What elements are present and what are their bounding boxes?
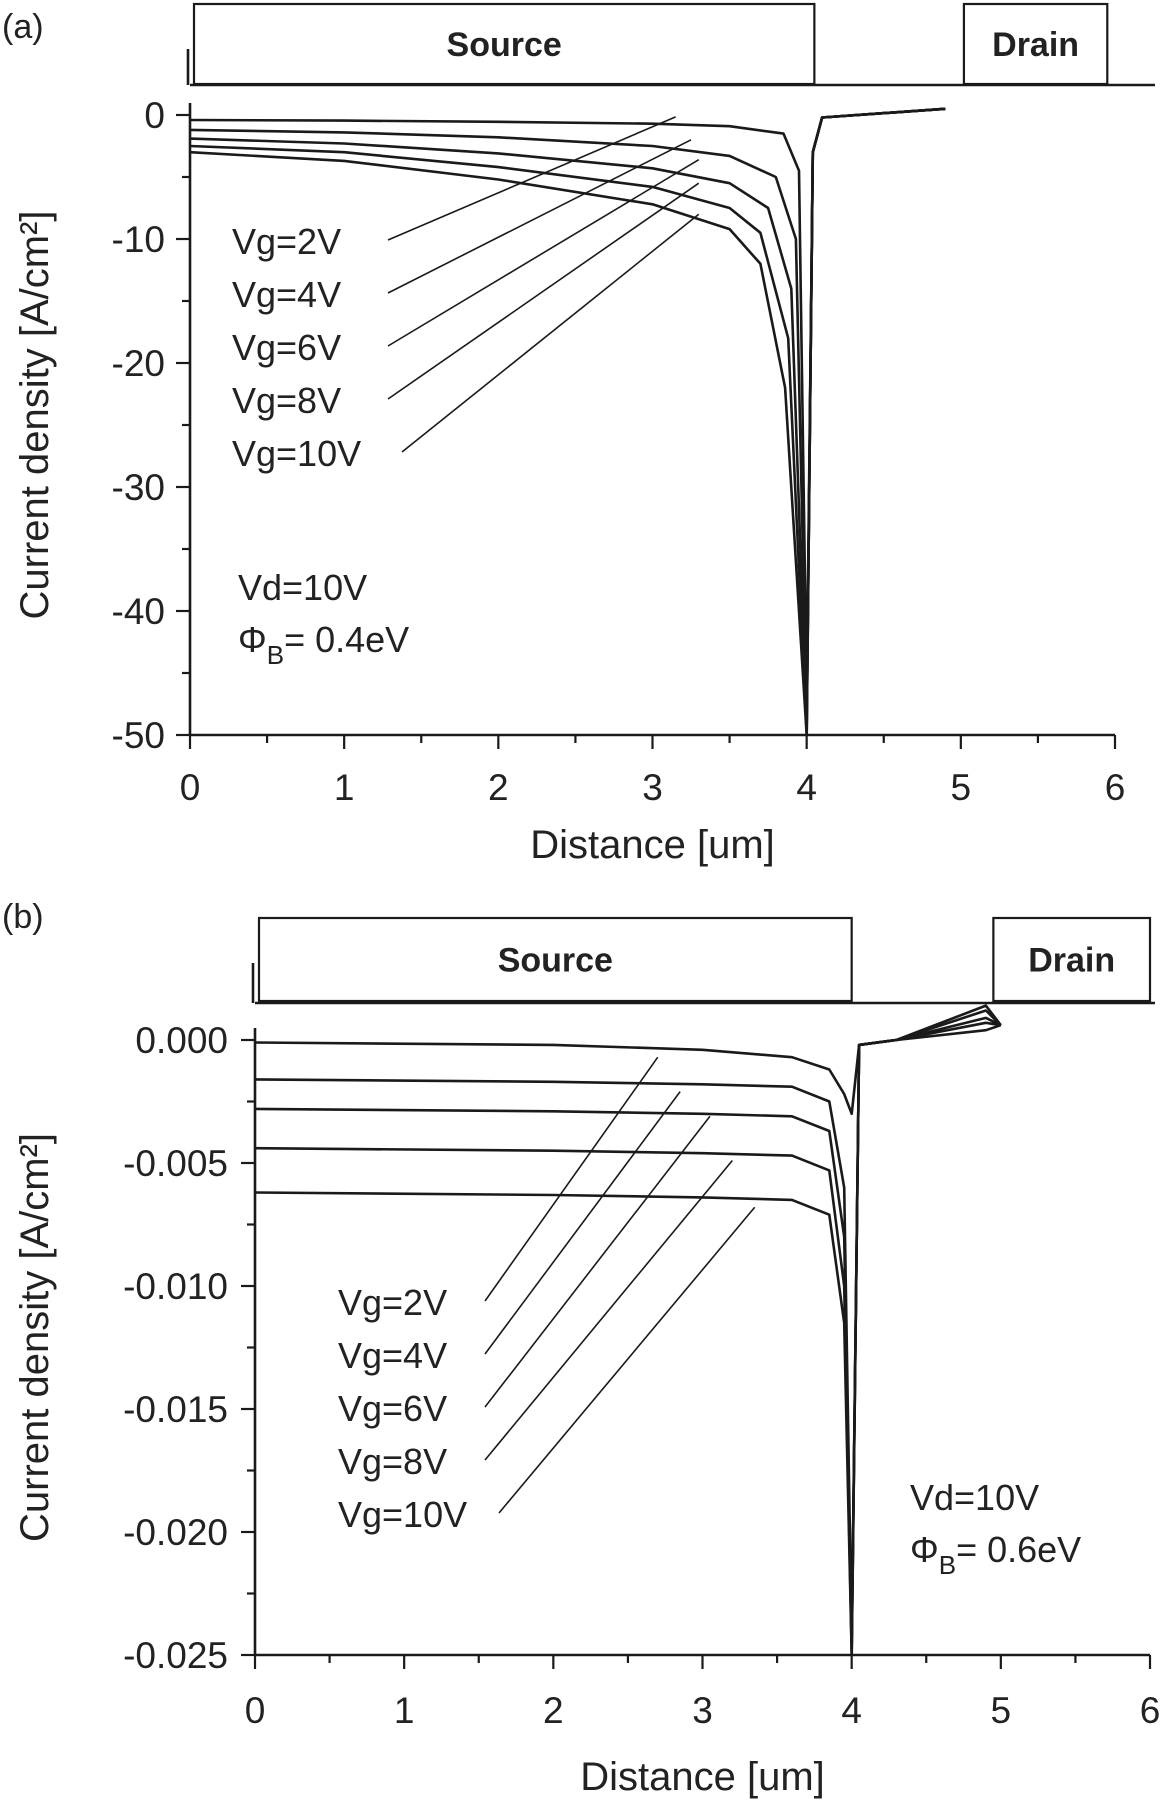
x-tick-label: 0 <box>180 767 201 808</box>
y-tick-label: -0.025 <box>123 1635 228 1676</box>
y-tick-label: -0.015 <box>123 1389 228 1430</box>
series-label-vg-10: Vg=10V <box>232 433 361 474</box>
source-box <box>192 2 816 86</box>
leader-line-vg-8 <box>484 1160 733 1461</box>
drain-label: Drain <box>1028 942 1115 980</box>
x-tick-label: 2 <box>543 1690 564 1731</box>
y-tick-label: -20 <box>112 343 165 384</box>
drain-box <box>992 916 1152 1003</box>
source-label: Source <box>447 26 562 64</box>
barrier-value: = 0.6eV <box>956 1529 1081 1570</box>
x-tick-label: 3 <box>642 767 663 808</box>
leader-line-vg-4 <box>387 139 692 294</box>
x-tick-label: 1 <box>334 767 355 808</box>
series-label-vg-4: Vg=4V <box>338 1335 447 1376</box>
y-axis-title: Current density [A/cm²] <box>13 210 57 619</box>
x-tick-label: 6 <box>1140 1690 1161 1731</box>
y-tick-label: -30 <box>112 467 165 508</box>
x-tick-label: 2 <box>488 767 509 808</box>
series-line-vg-4 <box>254 1021 1002 1644</box>
y-tick-label: -0.010 <box>123 1266 228 1307</box>
series-line-vg-10 <box>254 1004 1002 1657</box>
x-tick-label: 6 <box>1105 767 1126 808</box>
barrier-symbol: Φ <box>910 1529 939 1570</box>
leader-line-vg-4 <box>484 1091 681 1355</box>
leader-line-vg-2 <box>387 116 676 241</box>
source-label: Source <box>498 942 613 980</box>
series-label-vg-4: Vg=4V <box>232 274 341 315</box>
y-tick-label: -0.020 <box>123 1512 228 1553</box>
panel-label: (b) <box>2 898 44 936</box>
x-tick-label: 5 <box>951 767 972 808</box>
leader-line-vg-2 <box>484 1056 659 1302</box>
condition-vd: Vd=10V <box>910 1477 1039 1518</box>
drain-label: Drain <box>992 26 1079 64</box>
leader-line-vg-6 <box>387 158 700 347</box>
y-tick-label: 0 <box>144 95 165 136</box>
x-axis-title: Distance [um] <box>530 823 775 867</box>
series-label-vg-8: Vg=8V <box>338 1441 447 1482</box>
y-axis-title: Current density [A/cm²] <box>13 1133 57 1542</box>
series-line-vg-2 <box>254 1023 1002 1116</box>
panel-b: (b) Source Drain 0 1 2 3 4 5 6 0.000 -0.005 -0.010 -0… <box>2 898 1160 1799</box>
y-tick-label: -40 <box>112 591 165 632</box>
leader-line-vg-10 <box>498 1206 756 1514</box>
leader-line-vg-6 <box>484 1115 711 1408</box>
x-tick-label: 0 <box>245 1690 266 1731</box>
condition-barrier: ΦB= 0.6eV <box>910 1529 1081 1580</box>
leader-line-vg-10 <box>401 213 700 453</box>
x-axis-title: Distance [um] <box>580 1755 825 1799</box>
series-label-vg-6: Vg=6V <box>338 1388 447 1429</box>
series-line-vg-10 <box>189 107 946 737</box>
y-tick-label: -0.005 <box>123 1143 228 1184</box>
series-label-vg-2: Vg=2V <box>338 1282 447 1323</box>
barrier-value: = 0.4eV <box>284 619 409 660</box>
panel-a: (a) Source Drain 0 1 2 3 4 5 6 0 -10 -20 -30 -40 -50 Dis… <box>2 2 1155 867</box>
series-label-vg-2: Vg=2V <box>232 221 341 262</box>
barrier-subscript: B <box>939 1550 956 1580</box>
series-label-vg-10: Vg=10V <box>338 1494 467 1535</box>
y-tick-label: 0.000 <box>135 1020 228 1061</box>
barrier-subscript: B <box>267 640 284 670</box>
series-line-vg-6 <box>254 1016 1002 1652</box>
condition-vd: Vd=10V <box>238 567 367 608</box>
condition-barrier: ΦB= 0.4eV <box>238 619 409 670</box>
x-tick-label: 4 <box>796 767 817 808</box>
x-tick-label: 4 <box>841 1690 862 1731</box>
x-tick-label: 3 <box>692 1690 713 1731</box>
y-tick-label: -50 <box>112 715 165 756</box>
series-line-vg-8 <box>254 1009 1002 1657</box>
drain-box <box>962 2 1109 86</box>
y-tick-label: -10 <box>112 219 165 260</box>
x-tick-label: 5 <box>991 1690 1012 1731</box>
leader-line-vg-8 <box>387 182 700 400</box>
barrier-symbol: Φ <box>238 619 267 660</box>
source-box <box>257 916 853 1003</box>
series-label-vg-8: Vg=8V <box>232 380 341 421</box>
x-tick-label: 1 <box>394 1690 415 1731</box>
series-label-vg-6: Vg=6V <box>232 327 341 368</box>
panel-label: (a) <box>2 8 44 46</box>
